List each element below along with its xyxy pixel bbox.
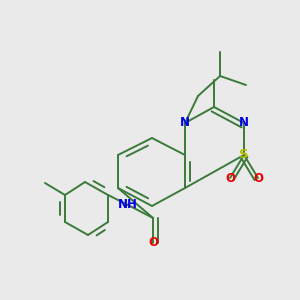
Text: N: N (239, 116, 249, 130)
Text: O: O (253, 172, 263, 184)
Text: O: O (148, 236, 158, 250)
Text: NH: NH (118, 199, 138, 212)
Text: S: S (239, 148, 249, 161)
Text: O: O (225, 172, 235, 184)
Text: N: N (180, 116, 190, 130)
